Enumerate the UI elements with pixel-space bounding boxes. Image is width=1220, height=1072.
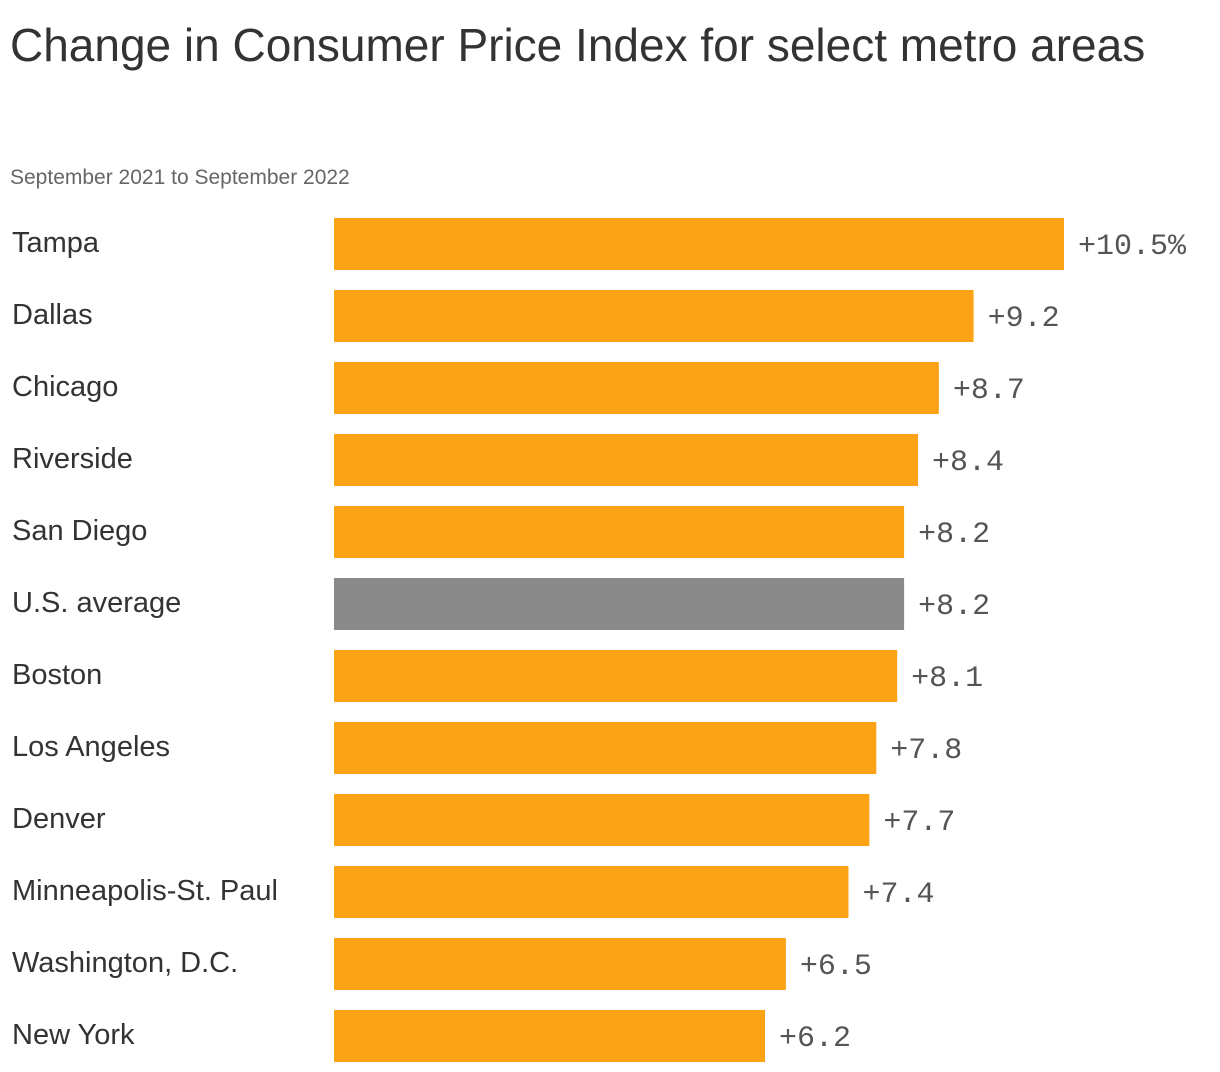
value-label: +6.2 — [779, 1022, 851, 1056]
category-label: Dallas — [12, 299, 93, 331]
chart-subtitle: September 2021 to September 2022 — [10, 166, 350, 189]
category-label: Washington, D.C. — [12, 947, 238, 979]
value-label: +8.2 — [918, 590, 990, 624]
bar — [334, 290, 974, 342]
bar — [334, 722, 877, 774]
bar — [334, 578, 905, 630]
bar — [334, 506, 905, 558]
bar — [334, 1010, 766, 1062]
category-label: New York — [12, 1019, 135, 1051]
category-label: U.S. average — [12, 587, 181, 619]
chart-title: Change in Consumer Price Index for selec… — [10, 19, 1146, 71]
value-label: +6.5 — [800, 950, 872, 984]
value-label: +7.8 — [890, 734, 962, 768]
bar — [334, 218, 1064, 270]
value-label: +7.4 — [862, 878, 934, 912]
bar — [334, 650, 898, 702]
category-label: Boston — [12, 659, 102, 691]
bar — [334, 938, 786, 990]
category-label: Denver — [12, 803, 106, 835]
category-label: Riverside — [12, 443, 133, 475]
bar — [334, 794, 870, 846]
bar — [334, 434, 918, 486]
bar — [334, 362, 939, 414]
category-label: Minneapolis-St. Paul — [12, 875, 278, 907]
category-label: Chicago — [12, 371, 118, 403]
value-label: +9.2 — [988, 302, 1060, 336]
value-label: +7.7 — [883, 806, 955, 840]
bar — [334, 866, 849, 918]
category-label: San Diego — [12, 515, 147, 547]
value-label: +8.4 — [932, 446, 1004, 480]
value-label: +8.2 — [918, 518, 990, 552]
category-label: Tampa — [12, 227, 100, 259]
value-label: +10.5% — [1078, 230, 1187, 264]
value-label: +8.1 — [911, 662, 983, 696]
category-label: Los Angeles — [12, 731, 170, 763]
value-label: +8.7 — [953, 374, 1025, 408]
